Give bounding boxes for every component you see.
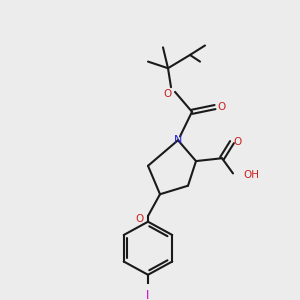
Text: O: O [135,214,143,224]
Text: O: O [164,89,172,99]
Text: I: I [146,289,150,300]
Text: N: N [174,135,182,145]
Text: O: O [217,102,225,112]
Text: O: O [234,137,242,147]
Text: OH: OH [243,170,259,180]
